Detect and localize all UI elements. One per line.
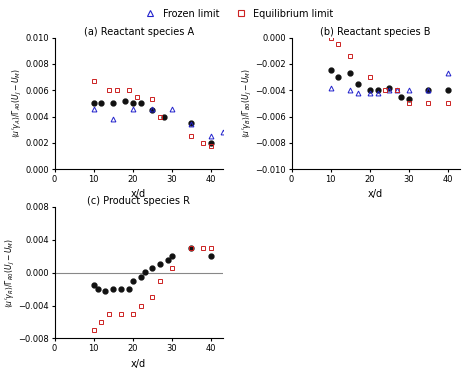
Y-axis label: $\langle u^{\prime}\gamma_R\rangle/\Gamma_{R0}(U_J-U_M)$: $\langle u^{\prime}\gamma_R\rangle/\Gamm… xyxy=(4,238,17,308)
Legend: Frozen limit, Equilibrium limit: Frozen limit, Equilibrium limit xyxy=(137,5,337,23)
Title: (b) Reactant species B: (b) Reactant species B xyxy=(320,27,431,37)
X-axis label: x/d: x/d xyxy=(131,358,146,368)
Title: (c) Product species R: (c) Product species R xyxy=(87,196,190,206)
Y-axis label: $\langle u^{\prime}\gamma_A\rangle/\Gamma_{A0}(U_J-U_M)$: $\langle u^{\prime}\gamma_A\rangle/\Gamm… xyxy=(11,68,24,138)
X-axis label: x/d: x/d xyxy=(131,189,146,199)
Y-axis label: $\langle u^{\prime}\gamma_B\rangle/\Gamma_{B0}(U_J-U_M)$: $\langle u^{\prime}\gamma_B\rangle/\Gamm… xyxy=(241,68,254,138)
X-axis label: x/d: x/d xyxy=(368,189,383,199)
Title: (a) Reactant species A: (a) Reactant species A xyxy=(83,27,194,37)
